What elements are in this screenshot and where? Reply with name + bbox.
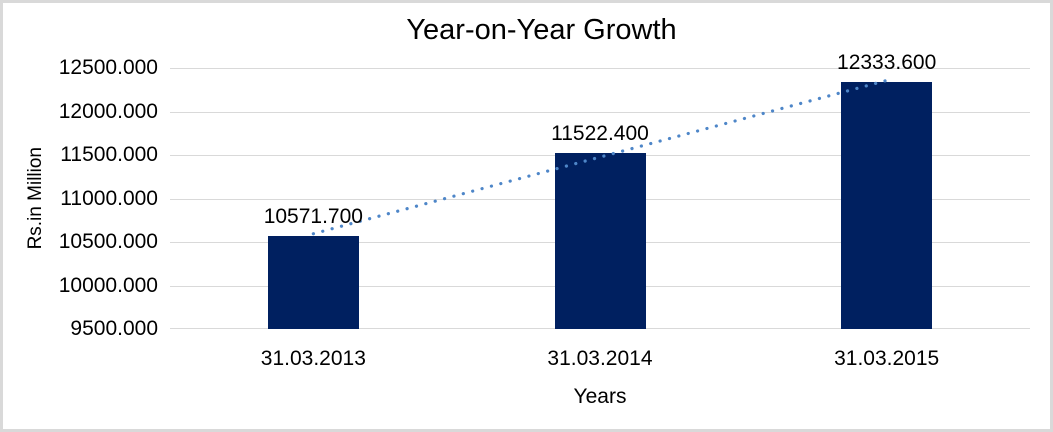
- bar: [841, 82, 933, 329]
- bar: [554, 153, 646, 329]
- bar: [267, 235, 359, 329]
- gridline: [170, 112, 1030, 113]
- y-tick-label: 10000.000: [58, 274, 158, 297]
- bar-value-label: 12333.600: [837, 51, 937, 75]
- bar-value-label: 11522.400: [551, 122, 649, 146]
- y-tick-label: 11000.000: [60, 187, 158, 210]
- y-tick-label: 12000.000: [58, 100, 158, 123]
- chart-title: Year-on-Year Growth: [406, 14, 677, 46]
- trendline: [311, 78, 889, 236]
- y-tick-label: 11500.000: [60, 143, 158, 166]
- category-label: 31.03.2014: [547, 347, 653, 370]
- category-label: 31.03.2013: [260, 347, 366, 370]
- x-axis-title: Years: [573, 385, 627, 408]
- category-label: 31.03.2015: [834, 347, 940, 370]
- bar-value-label: 10571.700: [263, 204, 363, 228]
- gridline: [170, 68, 1030, 69]
- y-tick-label: 12500.000: [58, 56, 158, 79]
- plot-area: 10571.700 11522.400 12333.600: [170, 51, 1030, 329]
- y-tick-label: 9500.000: [70, 317, 158, 340]
- y-tick-label: 10500.000: [58, 230, 158, 253]
